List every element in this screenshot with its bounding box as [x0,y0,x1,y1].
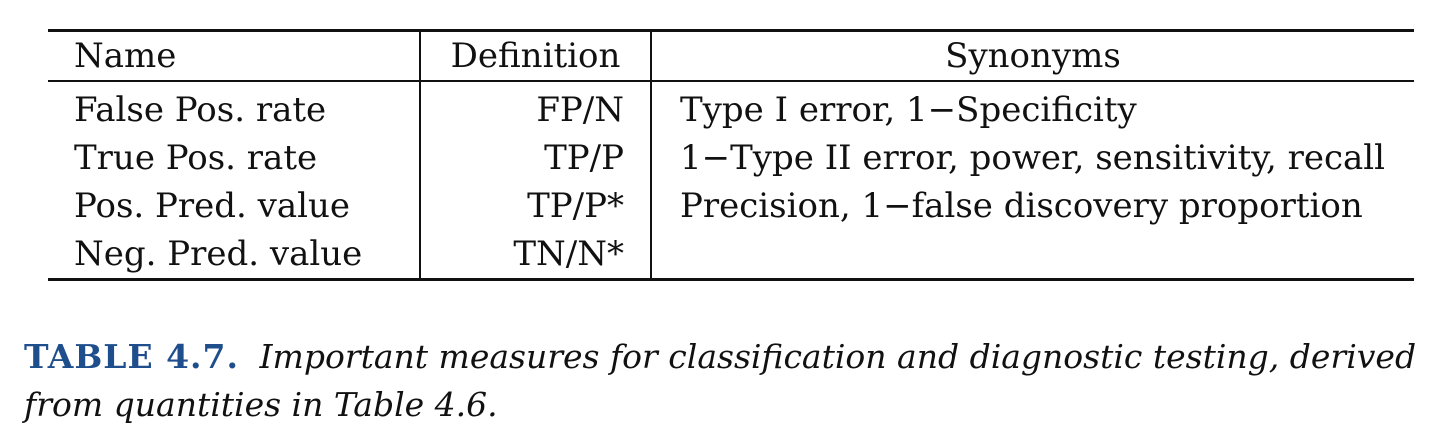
header-name: Name [48,30,421,81]
table-row: False Pos. rate FP/N Type I error, 1−Spe… [48,81,1414,134]
row-name: Neg. Pred. value [48,230,421,280]
row-definition: FP/N [420,81,652,134]
row-synonyms: Type I error, 1−Specificity [680,90,1137,130]
caption-text: Important measures for classification an… [24,337,1417,424]
header-definition: Definition [420,30,652,81]
row-synonyms [651,230,1414,280]
table-header-row: Name Definition Synonyms [48,30,1414,81]
caption-label: TABLE 4.7. [24,337,239,376]
table-caption: TABLE 4.7. Important measures for classi… [24,333,1434,429]
measures-table: Name Definition Synonyms False Pos. rate… [48,29,1414,281]
row-definition: TP/P [420,134,652,182]
row-definition: TN/N* [420,230,652,280]
row-name: Pos. Pred. value [48,182,421,230]
header-synonyms: Synonyms [945,36,1121,76]
row-definition: TP/P* [420,182,652,230]
table-row: Pos. Pred. value TP/P* Precision, 1−fals… [48,182,1414,230]
table-row: Neg. Pred. value TN/N* [48,230,1414,280]
row-name: True Pos. rate [48,134,421,182]
row-name: False Pos. rate [48,81,421,134]
measures-table-container: Name Definition Synonyms False Pos. rate… [48,29,1414,281]
row-synonyms: Precision, 1−false discovery proportion [680,186,1363,226]
row-synonyms: 1−Type II error, power, sensitivity, rec… [680,138,1386,178]
table-row: True Pos. rate TP/P 1−Type II error, pow… [48,134,1414,182]
